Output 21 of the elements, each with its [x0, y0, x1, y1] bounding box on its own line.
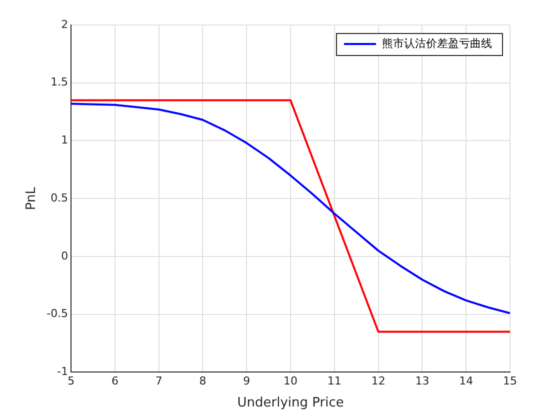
y-tick-label: 1 [61, 134, 68, 147]
y-tick-label: 1.5 [50, 76, 68, 89]
x-tick-label: 5 [68, 374, 75, 388]
x-tick-label: 14 [459, 374, 474, 388]
x-tick-label: 13 [415, 374, 430, 388]
y-tick-label: 2 [61, 18, 68, 31]
x-tick-label: 6 [111, 374, 118, 388]
y-axis-title: PnL [24, 186, 40, 210]
x-tick-label: 9 [243, 374, 250, 388]
y-tick-label: 0.5 [50, 191, 68, 204]
y-tick-label: -0.5 [46, 307, 68, 320]
x-tick-label: 15 [503, 374, 517, 388]
x-tick-label: 11 [327, 374, 342, 388]
x-axis-title: Underlying Price [237, 396, 344, 411]
y-tick-label: 0 [61, 249, 68, 262]
legend-label: 熊市认沽价差盈亏曲线 [382, 36, 492, 50]
x-tick-label: 7 [155, 374, 162, 388]
x-tick-label: 10 [284, 374, 298, 388]
y-tick-label: -1 [57, 365, 68, 378]
x-tick-label: 12 [371, 374, 386, 388]
x-tick-label: 8 [199, 374, 206, 388]
